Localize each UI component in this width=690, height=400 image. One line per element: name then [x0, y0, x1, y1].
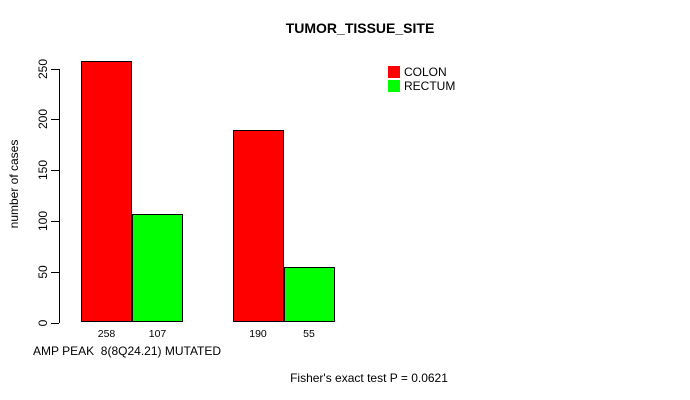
legend-swatch-colon — [388, 66, 400, 78]
y-tick-mark — [51, 170, 59, 172]
y-tick-label: 150 — [36, 160, 50, 181]
y-tick-mark — [51, 322, 59, 324]
legend-label: COLON — [404, 65, 447, 79]
bar-value-label: 258 — [97, 328, 116, 340]
y-tick-label: 200 — [36, 109, 50, 130]
y-tick-mark — [51, 271, 59, 273]
y-tick-mark — [51, 68, 59, 70]
y-tick-mark — [51, 220, 59, 222]
y-axis-label: number of cases — [7, 139, 21, 229]
bar-colon-group1 — [81, 60, 132, 323]
y-tick-label: 100 — [36, 210, 50, 231]
y-axis-line — [59, 68, 60, 324]
y-tick-label: 50 — [36, 265, 50, 279]
bar-value-label: 55 — [303, 328, 315, 340]
legend-label: RECTUM — [404, 79, 456, 93]
bar-rectum-group1 — [132, 213, 183, 323]
y-tick-label: 250 — [36, 58, 50, 79]
chart-title: TUMOR_TISSUE_SITE — [285, 20, 435, 36]
legend: COLON RECTUM — [388, 66, 455, 94]
y-tick-mark — [51, 119, 59, 121]
x-axis-note: AMP PEAK 8(8Q24.21) MUTATED — [33, 344, 222, 358]
y-tick-label: 0 — [36, 319, 50, 326]
bar-colon-group2 — [232, 129, 284, 323]
legend-entry-rectum: RECTUM — [388, 80, 455, 92]
legend-entry-colon: COLON — [388, 66, 455, 78]
bar-value-label: 107 — [148, 328, 167, 340]
stat-note: Fisher's exact test P = 0.0621 — [290, 371, 448, 385]
bar-rectum-group2 — [283, 266, 335, 323]
legend-swatch-rectum — [388, 80, 400, 92]
bar-value-label: 190 — [249, 328, 267, 340]
